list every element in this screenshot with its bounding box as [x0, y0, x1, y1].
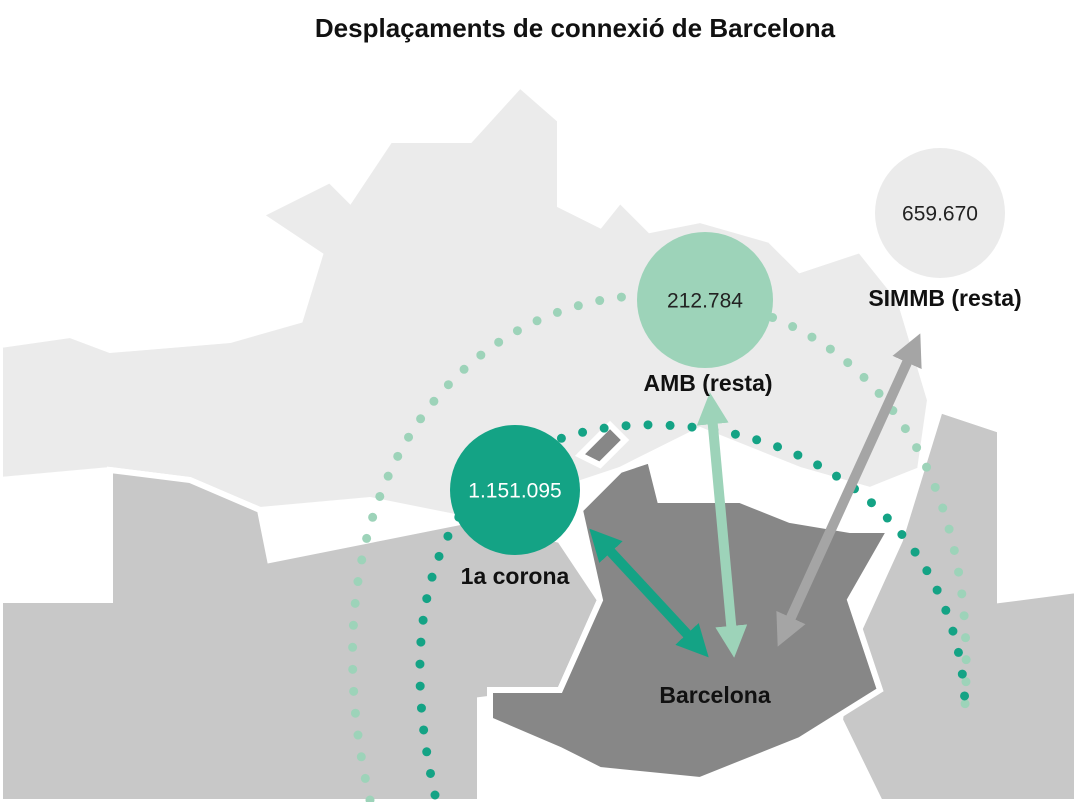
node-value: 1.151.095 — [468, 480, 561, 503]
arrow-simmb — [776, 333, 922, 647]
inner-ring — [415, 420, 970, 800]
title: Desplaçaments de connexió de Barcelona — [315, 13, 836, 43]
node-value: 659.670 — [902, 203, 978, 226]
arrow-corona — [589, 528, 709, 658]
node-value: 212.784 — [667, 290, 743, 313]
city-label: Barcelona — [659, 682, 770, 708]
node-label: AMB (resta) — [643, 370, 772, 396]
node-circle — [875, 148, 1005, 278]
node-circle — [450, 425, 580, 555]
outer-ring — [348, 290, 971, 802]
node-circle — [637, 232, 773, 368]
arrow-amb — [696, 392, 748, 658]
node-label: SIMMB (resta) — [868, 285, 1021, 311]
region-islet — [574, 420, 630, 469]
node-label: 1a corona — [461, 563, 570, 589]
